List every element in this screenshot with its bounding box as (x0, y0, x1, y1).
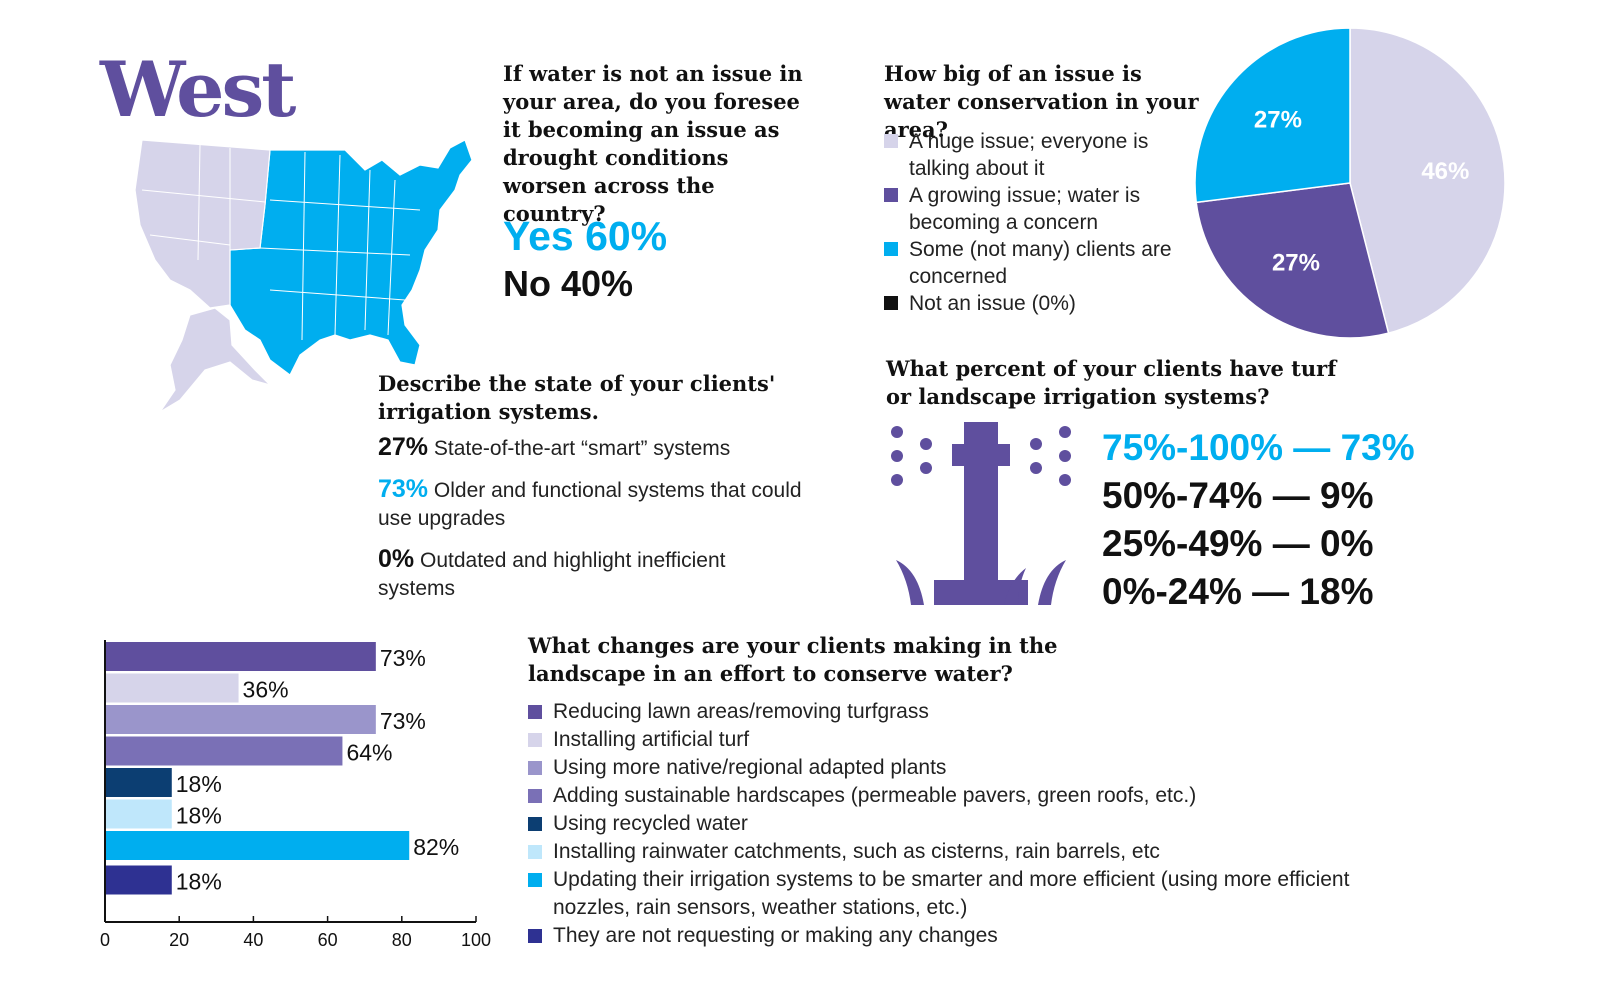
bar (105, 831, 410, 860)
pie-slice-label: 46% (1421, 158, 1469, 185)
legend-label: Not an issue (0%) (909, 292, 1076, 315)
bar (105, 642, 376, 671)
q4-answer-row: 0%-24% — 18% (1102, 571, 1374, 612)
q5-legend: Reducing lawn areas/removing turfgrass I… (528, 698, 1378, 950)
sprinkler-icon (891, 422, 1071, 605)
q3-item-text: State-of-the-art “smart” systems (433, 437, 731, 460)
x-tick-label: 0 (100, 930, 110, 950)
bar-value-label: 82% (413, 834, 459, 860)
legend-swatch (884, 296, 898, 310)
legend-label: Some (not many) clients are concerned (909, 238, 1172, 288)
q2-legend: A huge issue; everyone is talking about … (884, 128, 1184, 317)
q3-item-text: Outdated and highlight inefficient syste… (378, 549, 726, 600)
conservation-changes-bar-chart: 73% 36% 73% 64% 18% 18% 82% 18% 0 20 40 60 80 100 (100, 640, 491, 950)
water-issue-pie-chart: 46% 27% 27% (1194, 27, 1506, 339)
legend-label: Using more native/regional adapted plant… (553, 756, 947, 779)
legend-swatch (528, 733, 542, 747)
bar (105, 736, 343, 766)
map-alaska (159, 307, 273, 413)
legend-swatch (884, 242, 898, 256)
region-title: West (100, 45, 296, 134)
pie-slice-label: 27% (1272, 249, 1320, 276)
q5-legend-item: Using recycled water (528, 810, 1378, 838)
bar (105, 799, 172, 829)
q3-list: 27% State-of-the-art “smart” systems 73%… (378, 433, 808, 615)
legend-label: Installing artificial turf (553, 728, 750, 751)
legend-label: Installing rainwater catchments, such as… (553, 840, 1160, 863)
bar-value-label: 18% (176, 869, 222, 895)
q4-answer-row: 25%-49% — 0% (1102, 523, 1374, 564)
q3-item-pct: 0% (378, 545, 415, 573)
q1-question: If water is not an issue in your area, d… (503, 61, 803, 226)
q3-item-pct: 73% (378, 475, 429, 503)
legend-swatch (884, 188, 898, 202)
legend-swatch (528, 873, 542, 887)
pie-slice-label: 27% (1254, 106, 1302, 133)
pie-slice (1194, 27, 1351, 204)
q5-legend-item: Updating their irrigation systems to be … (528, 866, 1378, 922)
legend-swatch (884, 134, 898, 148)
q5-legend-item: Reducing lawn areas/removing turfgrass (528, 698, 1378, 726)
bar-value-label: 73% (380, 708, 426, 734)
q5-legend-item: Using more native/regional adapted plant… (528, 754, 1378, 782)
bar (105, 673, 239, 703)
q3-item-text: Older and functional systems that could … (378, 479, 802, 530)
q3-item: 73% Older and functional systems that co… (378, 475, 808, 533)
bar (105, 768, 172, 797)
legend-swatch (528, 789, 542, 803)
q3-item: 27% State-of-the-art “smart” systems (378, 433, 808, 463)
q3-item-pct: 27% (378, 433, 429, 461)
us-map-illustration (134, 139, 473, 413)
q5-question: What changes are your clients making in … (528, 633, 1058, 686)
q4-answers: 75%-100% — 73% 50%-74% — 9% 25%-49% — 0%… (1102, 424, 1462, 616)
q3-question: Describe the state of your clients' irri… (378, 371, 776, 424)
q1-yes-answer: Yes 60% (503, 213, 668, 259)
q2-legend-item: A huge issue; everyone is talking about … (884, 128, 1184, 182)
q2-legend-item: A growing issue; water is becoming a con… (884, 182, 1184, 236)
bar (105, 865, 172, 895)
legend-swatch (528, 845, 542, 859)
q4-question: What percent of your clients have turf o… (886, 356, 1337, 409)
q5-legend-item: Adding sustainable hardscapes (permeable… (528, 782, 1378, 810)
legend-swatch (528, 761, 542, 775)
legend-swatch (528, 705, 542, 719)
legend-swatch (528, 817, 542, 831)
x-tick-label: 60 (318, 930, 338, 950)
x-tick-label: 80 (392, 930, 412, 950)
x-tick-label: 100 (461, 930, 491, 950)
legend-label: Updating their irrigation systems to be … (553, 868, 1350, 919)
q4-answer-row: 75%-100% — 73% (1102, 427, 1415, 468)
pie-slice (1349, 27, 1506, 335)
bar-value-label: 64% (346, 740, 392, 766)
q5-legend-item: Installing rainwater catchments, such as… (528, 838, 1378, 866)
map-east-region (229, 139, 473, 376)
x-tick-label: 20 (169, 930, 189, 950)
map-west-region (134, 139, 271, 309)
x-tick-label: 40 (243, 930, 263, 950)
bar-value-label: 18% (176, 771, 222, 797)
legend-label: Reducing lawn areas/removing turfgrass (553, 700, 929, 723)
bar-value-label: 18% (176, 803, 222, 829)
q3-item: 0% Outdated and highlight inefficient sy… (378, 545, 808, 603)
q5-legend-item: Installing artificial turf (528, 726, 1378, 754)
legend-label: A huge issue; everyone is talking about … (909, 130, 1149, 180)
q4-answer-row: 50%-74% — 9% (1102, 475, 1374, 516)
legend-label: They are not requesting or making any ch… (553, 924, 998, 947)
legend-label: Using recycled water (553, 812, 748, 835)
q2-legend-item: Some (not many) clients are concerned (884, 236, 1184, 290)
bar-value-label: 36% (243, 677, 289, 703)
bar-value-label: 73% (380, 645, 426, 671)
q1-no-answer: No 40% (503, 263, 634, 304)
pie-slice (1195, 182, 1390, 339)
map-state-lines (141, 144, 421, 341)
q2-legend-item: Not an issue (0%) (884, 290, 1184, 317)
bar (105, 705, 376, 734)
q5-legend-item: They are not requesting or making any ch… (528, 922, 1378, 950)
legend-label: A growing issue; water is becoming a con… (909, 184, 1141, 234)
legend-label: Adding sustainable hardscapes (permeable… (553, 784, 1197, 807)
legend-swatch (528, 929, 542, 943)
